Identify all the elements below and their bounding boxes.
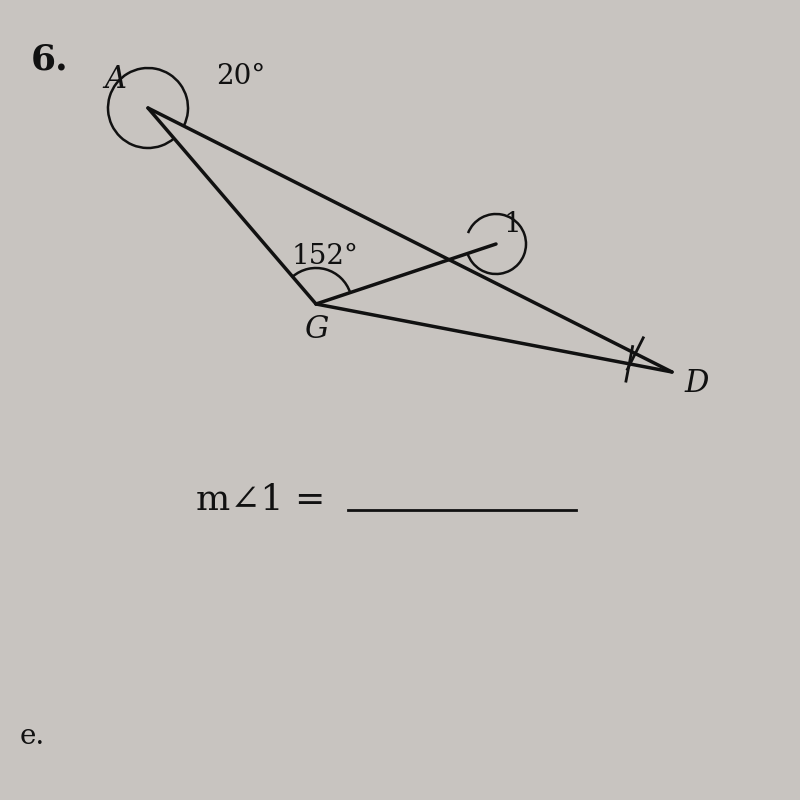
Text: D: D	[685, 369, 710, 399]
Text: 1: 1	[504, 210, 522, 238]
Text: 152°: 152°	[292, 242, 359, 270]
Text: 20°: 20°	[216, 62, 266, 90]
Text: 6.: 6.	[30, 43, 68, 77]
Text: G: G	[304, 314, 328, 345]
Text: e.: e.	[20, 722, 46, 750]
Text: A: A	[104, 65, 126, 95]
Text: m∠1 =: m∠1 =	[196, 483, 337, 517]
